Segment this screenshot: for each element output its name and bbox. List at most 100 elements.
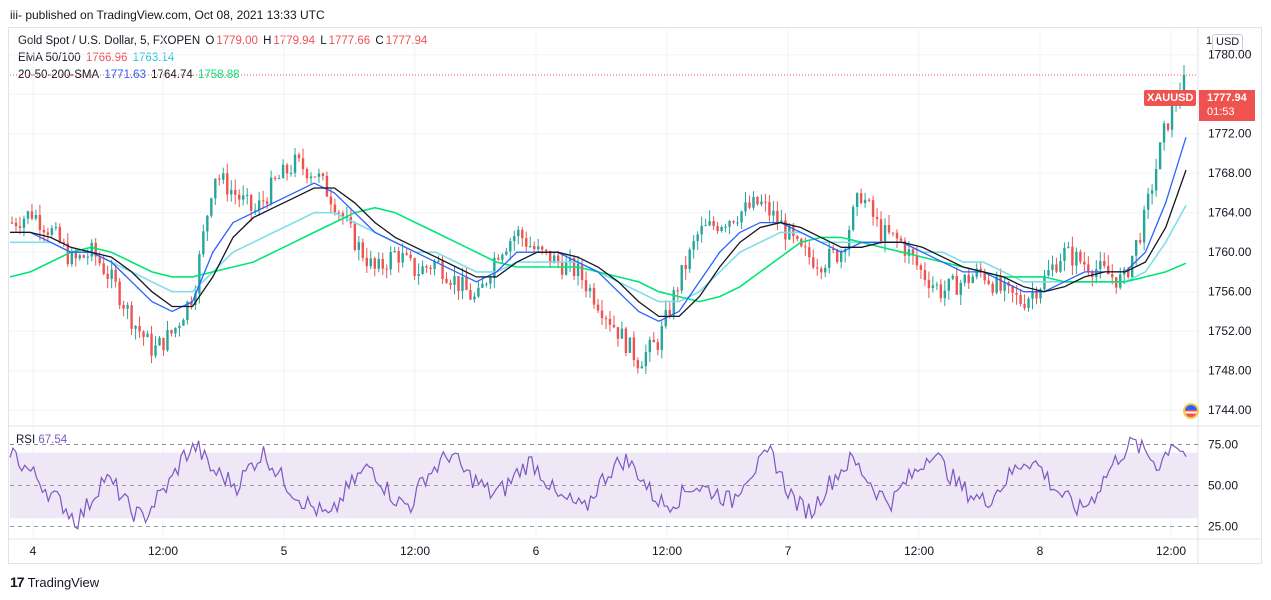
price-axis-tick-label: 1764.00 xyxy=(1208,206,1252,220)
legend-high-label: H xyxy=(263,35,272,47)
time-axis-tick-label: 4 xyxy=(30,544,37,558)
rsi-legend[interactable]: RSI 67.54 xyxy=(16,434,67,446)
candle-body xyxy=(684,264,687,270)
candle-body xyxy=(497,257,500,260)
candle-body xyxy=(126,305,129,309)
candle-body xyxy=(58,226,62,243)
candle-body xyxy=(305,169,309,179)
candle-body xyxy=(1130,255,1134,278)
candle-body xyxy=(86,256,89,258)
sma50-line xyxy=(10,169,1187,318)
candle-body xyxy=(174,327,177,334)
candle-body xyxy=(580,263,584,281)
candle-body xyxy=(656,342,660,350)
candle-body xyxy=(820,268,823,273)
legend-open-value: 1779.00 xyxy=(216,35,258,47)
candle-body xyxy=(357,242,361,250)
candle-body xyxy=(30,211,34,219)
candle-body xyxy=(234,190,237,195)
candle-body xyxy=(38,215,42,230)
candle-body xyxy=(1119,274,1122,288)
legend-symbol-row[interactable]: Gold Spot / U.S. Dollar, 5, FXOPEN O 1779… xyxy=(18,33,429,49)
candle-body xyxy=(604,318,608,320)
candle-body xyxy=(1182,75,1186,92)
candle-body xyxy=(863,199,867,204)
candle-body xyxy=(297,154,301,159)
candle-body xyxy=(449,282,452,285)
candle-body xyxy=(568,258,572,262)
candle-body xyxy=(277,178,281,180)
candle-body xyxy=(369,258,372,267)
candle-body xyxy=(293,154,297,173)
candle-body xyxy=(257,200,261,211)
candle-body xyxy=(780,220,783,223)
candle-body xyxy=(1142,209,1146,243)
candle-body xyxy=(736,222,739,224)
rsi-label: RSI xyxy=(16,434,36,446)
candle-body xyxy=(927,279,931,289)
us-flag-icon[interactable] xyxy=(1183,403,1199,419)
candle-body xyxy=(74,252,77,259)
legend-sma20-value: 1771.63 xyxy=(104,69,146,81)
candle-body xyxy=(222,173,225,180)
candle-body xyxy=(1107,265,1110,275)
footer-brand[interactable]: 17 TradingView xyxy=(10,574,99,590)
candle-body xyxy=(1051,264,1054,271)
candle-body xyxy=(816,267,819,269)
candle-body xyxy=(289,172,293,174)
candle-body xyxy=(1019,294,1022,304)
candle-body xyxy=(911,249,915,256)
symbol-price-tag: XAUUSD xyxy=(1144,90,1197,106)
candle-body xyxy=(106,273,109,279)
candle-body xyxy=(457,276,460,291)
price-axis-tick-label: 1780.00 xyxy=(1208,48,1252,62)
candle-body xyxy=(533,246,536,250)
candle-body xyxy=(808,247,811,258)
price-axis-tick-label: 1756.00 xyxy=(1208,285,1252,299)
last-price-tag: 1777.94 01:53 xyxy=(1199,90,1255,121)
candle-body xyxy=(385,268,388,270)
candle-body xyxy=(186,301,189,321)
candle-body xyxy=(114,269,117,282)
candle-body xyxy=(875,216,879,220)
candle-body xyxy=(42,229,46,233)
candle-body xyxy=(939,284,943,299)
candle-body xyxy=(134,326,137,329)
candle-body xyxy=(883,225,887,242)
candle-body xyxy=(1099,261,1102,270)
candle-body xyxy=(560,262,564,275)
candle-body xyxy=(501,254,504,260)
candle-body xyxy=(253,210,257,212)
time-axis-tick-label: 12:00 xyxy=(652,544,682,558)
candle-body xyxy=(1146,193,1150,210)
candle-body xyxy=(1039,289,1042,299)
candle-body xyxy=(437,260,440,262)
rsi-value: 67.54 xyxy=(38,434,68,446)
candle-body xyxy=(1075,251,1078,266)
candle-body xyxy=(608,318,612,325)
sma200-line xyxy=(9,206,1187,303)
candle-body xyxy=(947,278,951,291)
candle-body xyxy=(1067,246,1070,248)
price-axis-tick-label: 1748.00 xyxy=(1208,364,1252,378)
candle-body xyxy=(552,255,556,264)
legend-sma-row[interactable]: 20-50-200-SMA 1771.63 1764.74 1758.88 xyxy=(18,67,242,83)
candle-body xyxy=(70,252,73,265)
candle-body xyxy=(505,251,508,255)
candle-body xyxy=(1055,264,1058,272)
candle-body xyxy=(465,276,468,290)
candle-body xyxy=(1103,261,1106,266)
ema50-line xyxy=(10,137,1187,323)
candle-body xyxy=(389,252,392,270)
candle-body xyxy=(744,202,747,212)
candle-body xyxy=(564,261,568,275)
candle-body xyxy=(122,305,125,309)
candle-body xyxy=(1003,282,1006,291)
candle-body xyxy=(517,229,520,237)
candle-body xyxy=(273,177,277,179)
currency-button[interactable]: USD xyxy=(1212,34,1244,51)
candle-body xyxy=(903,240,907,256)
candle-body xyxy=(130,305,133,329)
candle-body xyxy=(832,248,835,251)
